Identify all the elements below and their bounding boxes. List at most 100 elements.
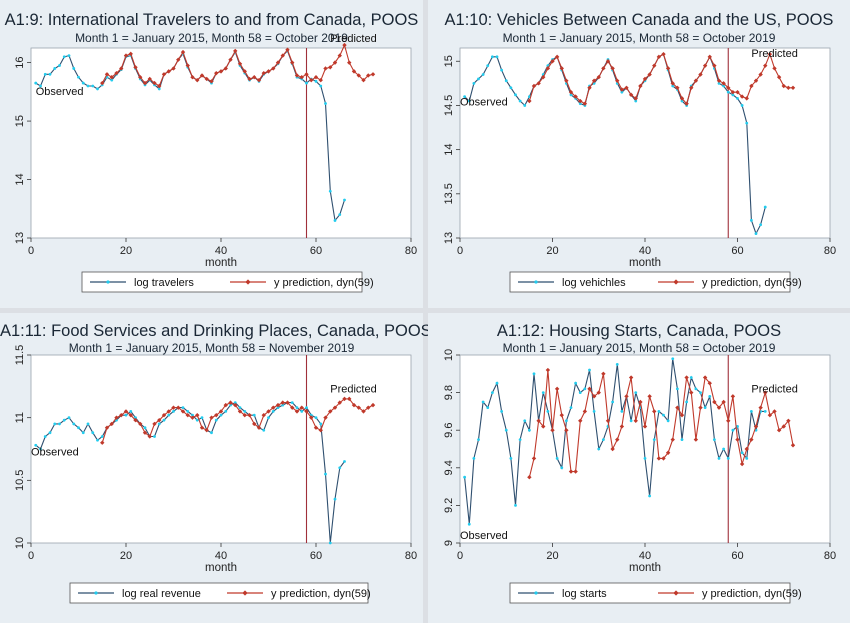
prediction-point — [721, 81, 726, 86]
prediction-point — [347, 396, 352, 402]
prediction-point — [347, 60, 352, 65]
plot-area — [459, 47, 831, 239]
prediction-point — [605, 418, 611, 423]
prediction-point — [730, 394, 736, 399]
observed-point — [472, 457, 476, 460]
observed-point — [500, 68, 504, 72]
prediction-point — [730, 89, 736, 95]
observed-point — [305, 406, 308, 410]
prediction-point — [199, 73, 205, 78]
prediction-point — [633, 96, 638, 101]
legend-observed-label: log vehichles — [562, 277, 626, 289]
predicted-annotation: Predicted — [751, 48, 797, 60]
observed-point — [81, 431, 85, 435]
observed-point — [62, 55, 66, 59]
prediction-series-line — [528, 52, 793, 105]
observed-point — [214, 418, 218, 422]
plot-area — [459, 354, 831, 544]
prediction-point — [776, 428, 782, 433]
legend — [81, 271, 363, 293]
observed-point — [495, 381, 499, 385]
observed-point — [481, 73, 485, 76]
prediction-point — [328, 409, 333, 414]
observed-point — [523, 104, 527, 107]
prediction-series-line — [528, 369, 794, 478]
prediction-point — [242, 69, 247, 74]
prediction-point — [285, 400, 290, 405]
chart-panel-housing-starts: A1:12: Housing Starts, Canada, POOS Mont… — [428, 313, 850, 623]
prediction-point — [689, 85, 694, 90]
observed-point — [43, 435, 47, 438]
observed-point — [759, 223, 763, 227]
prediction-point — [361, 77, 366, 83]
observed-point — [167, 413, 171, 417]
observed-point — [300, 410, 304, 413]
prediction-point — [209, 79, 214, 84]
prediction-point — [285, 47, 290, 52]
observed-point — [233, 401, 237, 405]
x-axis-label: month — [629, 257, 661, 269]
prediction-point — [619, 87, 625, 92]
prediction-point — [195, 77, 200, 83]
legend-observed-marker — [106, 280, 110, 284]
predicted-annotation: Predicted — [330, 384, 376, 396]
prediction-point — [675, 405, 680, 410]
prediction-point — [266, 69, 271, 74]
observed-point — [34, 81, 38, 85]
prediction-point — [568, 89, 574, 95]
prediction-point — [559, 66, 564, 71]
observed-point — [680, 438, 684, 441]
prediction-point — [698, 72, 703, 77]
legend-prediction-marker — [673, 279, 679, 285]
prediction-point — [790, 85, 796, 90]
prediction-point — [536, 81, 541, 86]
observed-point — [191, 413, 194, 417]
prediction-point — [109, 421, 114, 427]
observed-point — [657, 410, 661, 413]
prediction-point — [261, 70, 266, 76]
observed-point — [749, 218, 753, 222]
prediction-point — [271, 66, 276, 71]
observed-point — [328, 189, 332, 193]
x-axis-label: month — [629, 562, 661, 574]
prediction-point — [318, 428, 323, 433]
prediction-point — [656, 54, 662, 60]
prediction-point — [271, 405, 276, 410]
prediction-point — [342, 42, 347, 48]
prediction-point — [633, 418, 638, 423]
y-tick-label: 9.4 — [443, 460, 455, 475]
prediction-point — [299, 75, 304, 80]
prediction-point — [638, 399, 643, 405]
observed-point — [486, 64, 490, 68]
observed-point — [578, 391, 582, 394]
chart-title: A1:12: Housing Starts, Canada, POOS — [496, 322, 782, 340]
legend-prediction-label: y prediction, dyn(59) — [271, 588, 371, 600]
prediction-point — [119, 66, 124, 71]
prediction-point — [228, 57, 233, 62]
prediction-point — [252, 75, 257, 80]
prediction-point — [753, 78, 759, 83]
prediction-point — [628, 375, 634, 380]
chart-panel-international-travelers: A1:9: International Travelers to and fro… — [0, 0, 423, 308]
prediction-point — [370, 72, 376, 77]
prediction-point — [749, 437, 754, 442]
observed-point — [495, 55, 499, 59]
prediction-point — [266, 409, 271, 414]
prediction-point — [233, 402, 238, 408]
observed-point — [343, 460, 346, 463]
x-tick-label: 20 — [546, 245, 558, 257]
prediction-point — [114, 415, 119, 420]
legend-observed-marker — [534, 591, 538, 595]
prediction-point — [610, 446, 615, 452]
observed-point — [110, 78, 114, 82]
observed-point — [129, 410, 133, 413]
prediction-point — [337, 53, 342, 58]
observed-point — [699, 391, 702, 394]
observed-point — [634, 391, 638, 394]
x-axis-label: month — [205, 257, 237, 269]
observed-point — [620, 90, 624, 94]
observed-point — [564, 419, 568, 423]
prediction-point — [573, 94, 578, 99]
prediction-point — [119, 412, 124, 418]
x-tick-label: 80 — [824, 245, 836, 257]
